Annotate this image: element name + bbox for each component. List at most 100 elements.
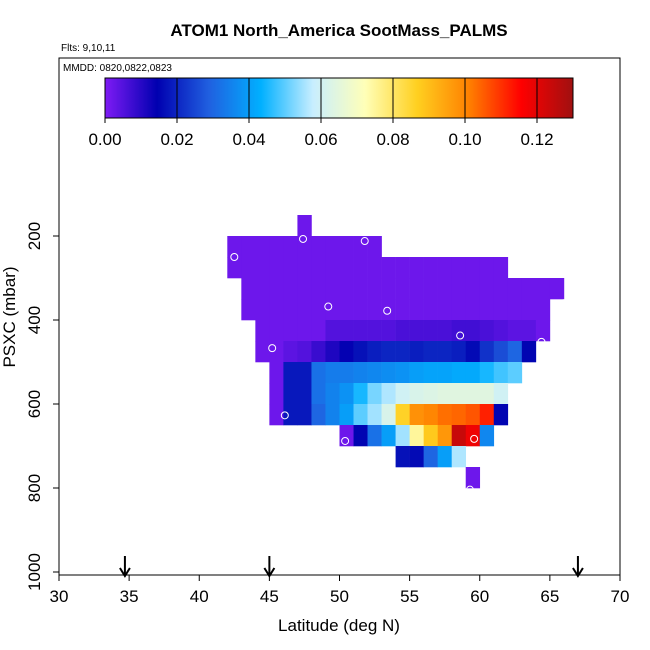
heatmap-cell [437, 383, 452, 405]
heatmap-cell [507, 341, 523, 363]
heatmap-cell [325, 257, 340, 279]
heatmap-cell [423, 362, 438, 384]
heatmap-cell [423, 425, 438, 447]
sample-point [268, 344, 277, 353]
heatmap-cell [493, 257, 509, 279]
heatmap-cell [311, 404, 326, 426]
heatmap-cell [409, 425, 424, 447]
heatmap-cell [395, 425, 410, 447]
heatmap-cell [479, 425, 495, 447]
heatmap-cell [395, 362, 410, 384]
heatmap-cell [325, 404, 340, 426]
heatmap-cell [311, 320, 326, 342]
heatmap-cell [367, 341, 382, 363]
colorbar-ticks: 0.00 0.02 0.04 0.06 0.08 0.10 0.12 [88, 78, 554, 149]
x-tick-label: 35 [120, 587, 139, 606]
heatmap-cell [521, 320, 537, 342]
heatmap-cell [255, 320, 270, 342]
heatmap-cell [395, 299, 410, 321]
heatmap-cell [367, 236, 382, 258]
heatmap-cell [255, 236, 270, 258]
heatmap-cell [297, 341, 312, 363]
heatmap-cell [465, 467, 481, 489]
heatmap-cell [409, 404, 424, 426]
heatmap-cell [367, 299, 382, 321]
flight-arrows [119, 556, 584, 578]
dates-label: MMDD: 0820,0822,0823 [63, 63, 172, 74]
sample-point [456, 331, 465, 340]
heatmap-cell [367, 257, 382, 279]
heatmap-cell [381, 299, 396, 321]
heatmap-cell [437, 278, 452, 300]
heatmap-cell [241, 236, 256, 258]
heatmap-cell [339, 236, 354, 258]
heatmap-cell [437, 320, 452, 342]
flight-arrow-head [572, 567, 584, 578]
x-tick-label: 55 [400, 587, 419, 606]
heatmap-cell [255, 257, 270, 279]
heatmap-cell [255, 278, 270, 300]
heatmap-cell [367, 278, 382, 300]
heatmap-cell [451, 320, 467, 342]
colorbar-tick-label: 0.06 [304, 130, 337, 149]
heatmap-cell [367, 425, 382, 447]
heatmap-cell [311, 278, 326, 300]
heatmap-cell [535, 320, 551, 342]
x-tick-label: 45 [260, 587, 279, 606]
heatmap-cell [311, 341, 326, 363]
heatmap-cell [311, 257, 326, 279]
heatmap-cell [283, 404, 298, 426]
y-tick-label: 600 [25, 390, 44, 418]
heatmap-cell [381, 404, 396, 426]
heatmap-cell [465, 320, 481, 342]
sample-point [537, 337, 546, 346]
heatmap-cells [227, 215, 565, 489]
heatmap-cell [367, 320, 382, 342]
heatmap-cell [325, 236, 340, 258]
heatmap-cell [465, 257, 481, 279]
heatmap-cell [283, 236, 298, 258]
heatmap-cell [325, 341, 340, 363]
heatmap-cell [297, 320, 312, 342]
heatmap-cell [353, 236, 368, 258]
heatmap-cell [451, 404, 467, 426]
heatmap-cell [507, 299, 523, 321]
heatmap-cell [395, 341, 410, 363]
heatmap-cell [465, 404, 481, 426]
heatmap-cell [549, 278, 565, 300]
heatmap-cell [381, 320, 396, 342]
heatmap-cell [479, 341, 495, 363]
x-tick-label: 40 [190, 587, 209, 606]
heatmap-cell [353, 404, 368, 426]
colorbar-tick-label: 0.10 [448, 130, 481, 149]
x-tick-label: 70 [611, 587, 630, 606]
heatmap-cell [381, 341, 396, 363]
x-axis: 30 35 40 45 50 55 60 65 70 [50, 575, 630, 606]
heatmap-cell [311, 236, 326, 258]
colorbar-tick-label: 0.02 [160, 130, 193, 149]
flight-arrow-head [119, 567, 131, 578]
sample-point [299, 234, 308, 243]
heatmap-cell [395, 320, 410, 342]
heatmap-cell [339, 404, 354, 426]
heatmap-cell [437, 299, 452, 321]
heatmap-cell [479, 257, 495, 279]
heatmap-cell [269, 278, 284, 300]
heatmap-cell [395, 404, 410, 426]
heatmap-cell [283, 278, 298, 300]
heatmap-cell [409, 278, 424, 300]
heatmap-cell [381, 425, 396, 447]
heatmap-cell [269, 299, 284, 321]
heatmap-cell [423, 404, 438, 426]
heatmap-cell [409, 257, 424, 279]
heatmap-cell [479, 404, 495, 426]
heatmap-cell [423, 278, 438, 300]
heatmap-cell [339, 425, 354, 447]
heatmap-cell [423, 257, 438, 279]
heatmap-cell [353, 278, 368, 300]
heatmap-cell [339, 320, 354, 342]
heatmap-cell [451, 446, 467, 468]
heatmap-cell [395, 278, 410, 300]
heatmap-cell [283, 341, 298, 363]
heatmap-cell [269, 341, 284, 363]
